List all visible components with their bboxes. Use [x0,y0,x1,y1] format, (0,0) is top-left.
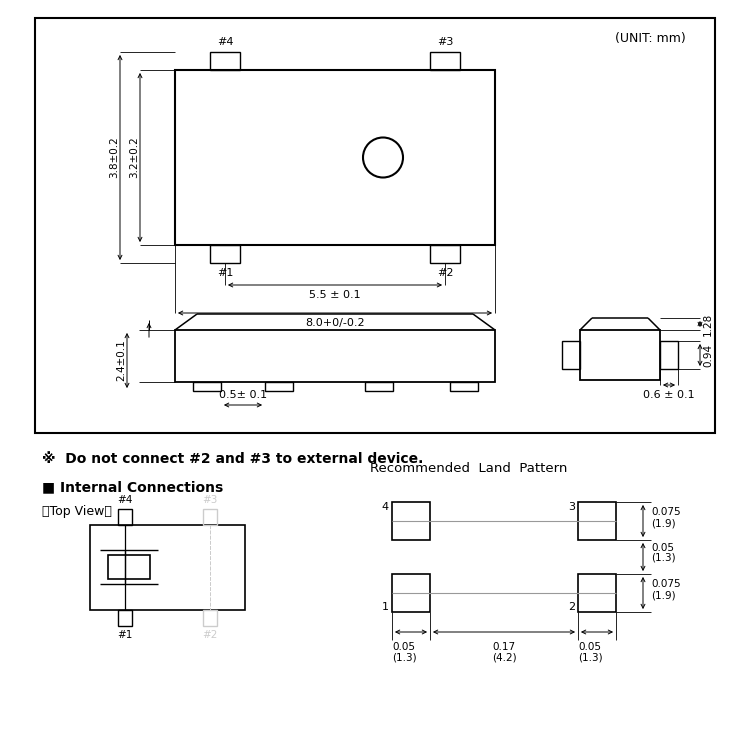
Text: 0.05: 0.05 [651,543,674,553]
Text: 0.075: 0.075 [651,579,681,589]
Text: #3: #3 [436,37,453,47]
Text: ■ Internal Connections: ■ Internal Connections [42,480,224,494]
Text: 1.28: 1.28 [703,312,713,336]
Bar [210,52,240,70]
Text: 0.5± 0.1: 0.5± 0.1 [219,390,267,400]
Bar [203,509,217,525]
Bar [118,509,132,525]
Text: 5.5 ± 0.1: 5.5 ± 0.1 [309,290,361,300]
Bar [430,245,460,263]
Text: 0.6 ± 0.1: 0.6 ± 0.1 [644,390,694,400]
Text: 1: 1 [382,602,389,612]
Text: (1.3): (1.3) [392,653,417,663]
Text: 〈Top View〉: 〈Top View〉 [42,505,112,518]
Text: 2.4±0.1: 2.4±0.1 [116,340,126,381]
Text: 2: 2 [568,602,575,612]
Bar [450,382,478,391]
Text: 8.0+0/-0.2: 8.0+0/-0.2 [305,318,364,328]
Bar [175,70,495,245]
Text: #4: #4 [117,495,133,505]
Bar [562,341,580,369]
Bar [365,382,393,391]
Bar [580,330,660,380]
Text: (1.9): (1.9) [651,518,676,528]
Text: #1: #1 [217,268,233,278]
Bar [175,330,495,382]
Text: 3: 3 [568,502,575,512]
Text: (1.3): (1.3) [651,553,676,563]
Bar [118,610,132,626]
Text: 0.05: 0.05 [392,642,415,652]
Text: #1: #1 [117,630,133,640]
Text: (1.3): (1.3) [578,653,603,663]
Bar [392,574,430,612]
Text: 4: 4 [382,502,389,512]
Text: #2: #2 [436,268,453,278]
Bar [35,18,715,433]
Text: #3: #3 [202,495,217,505]
Text: 0.05: 0.05 [578,642,601,652]
Bar [210,245,240,263]
Text: 3.2±0.2: 3.2±0.2 [129,136,139,178]
Bar [660,341,678,369]
Bar [203,610,217,626]
Text: (1.9): (1.9) [651,590,676,600]
Bar [578,502,616,540]
Text: ※  Do not connect #2 and #3 to external device.: ※ Do not connect #2 and #3 to external d… [42,452,423,466]
Bar [90,525,245,610]
Text: #2: #2 [202,630,217,640]
Bar [265,382,293,391]
Bar [430,52,460,70]
Bar [578,574,616,612]
Bar [392,502,430,540]
Text: #4: #4 [217,37,233,47]
Text: 0.075: 0.075 [651,507,681,517]
Text: Recommended  Land  Pattern: Recommended Land Pattern [370,462,567,475]
Bar [108,555,150,579]
Text: 0.94: 0.94 [703,344,713,367]
Text: 3.8±0.2: 3.8±0.2 [109,136,119,178]
Text: (4.2): (4.2) [492,653,516,663]
Text: 0.17: 0.17 [493,642,515,652]
Bar [193,382,221,391]
Text: (UNIT: mm): (UNIT: mm) [615,32,686,45]
